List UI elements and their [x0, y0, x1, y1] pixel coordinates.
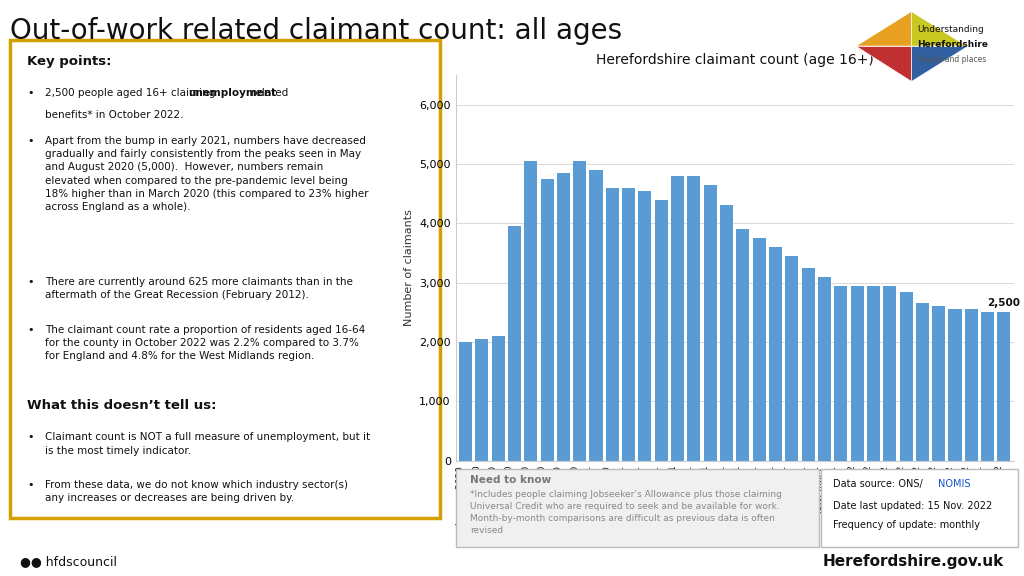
Polygon shape [856, 46, 911, 81]
Bar [867, 286, 880, 461]
Bar [623, 188, 635, 461]
Bar [524, 161, 538, 461]
Bar [932, 306, 945, 461]
Bar [899, 291, 912, 461]
Bar [703, 185, 717, 461]
Text: From these data, we do not know which industry sector(s)
any increases or decrea: From these data, we do not know which in… [45, 480, 347, 503]
Text: NOMIS: NOMIS [938, 479, 971, 489]
Text: ●● hfdscouncil: ●● hfdscouncil [20, 555, 118, 568]
Text: Claimant count is NOT a full measure of unemployment, but it
is the most timely : Claimant count is NOT a full measure of … [45, 433, 370, 456]
Bar [997, 312, 1011, 461]
Text: What this doesn’t tell us:: What this doesn’t tell us: [28, 399, 217, 412]
Bar [590, 170, 602, 461]
Text: •: • [28, 88, 34, 98]
Bar [802, 268, 815, 461]
Text: There are currently around 625 more claimants than in the
aftermath of the Great: There are currently around 625 more clai… [45, 277, 352, 300]
Bar [671, 176, 684, 461]
Polygon shape [911, 12, 967, 46]
Bar [818, 276, 831, 461]
Text: Need to know: Need to know [470, 475, 552, 485]
Text: unemployment: unemployment [188, 88, 276, 98]
Text: •: • [28, 433, 34, 442]
Text: Key points:: Key points: [28, 55, 112, 67]
Text: Herefordshire: Herefordshire [916, 40, 988, 50]
Text: 2,500: 2,500 [987, 298, 1021, 308]
Text: related: related [248, 88, 289, 98]
Bar [475, 339, 488, 461]
Text: Apart from the bump in early 2021, numbers have decreased
gradually and fairly c: Apart from the bump in early 2021, numbe… [45, 136, 369, 212]
Text: 2,500 people aged 16+ claiming: 2,500 people aged 16+ claiming [45, 88, 218, 98]
Text: Date last updated: 15 Nov. 2022: Date last updated: 15 Nov. 2022 [834, 501, 992, 510]
Bar [557, 173, 570, 461]
Bar [785, 256, 799, 461]
Text: Data source: ONS/: Data source: ONS/ [834, 479, 923, 489]
Bar [492, 336, 505, 461]
Text: *Includes people claiming Jobseeker’s Allowance plus those claiming
Universal Cr: *Includes people claiming Jobseeker’s Al… [470, 490, 782, 535]
Text: The claimant count rate a proportion of residents aged 16-64
for the county in O: The claimant count rate a proportion of … [45, 325, 365, 361]
Text: •: • [28, 325, 34, 335]
Bar [606, 188, 618, 461]
Bar [541, 179, 554, 461]
Text: Frequency of update: monthly: Frequency of update: monthly [834, 520, 980, 530]
Text: •: • [28, 136, 34, 146]
Bar [769, 247, 782, 461]
FancyBboxPatch shape [821, 469, 1018, 547]
Polygon shape [911, 46, 967, 81]
Bar [948, 309, 962, 461]
Text: •: • [28, 480, 34, 490]
Text: •: • [28, 277, 34, 287]
Bar [915, 304, 929, 461]
Title: Herefordshire claimant count (age 16+): Herefordshire claimant count (age 16+) [596, 53, 873, 67]
FancyBboxPatch shape [10, 40, 440, 518]
Bar [573, 161, 586, 461]
FancyBboxPatch shape [456, 469, 819, 547]
Bar [884, 286, 896, 461]
Text: benefits* in October 2022.: benefits* in October 2022. [45, 109, 183, 120]
Text: Understanding: Understanding [916, 25, 984, 35]
Text: Out-of-work related claimant count: all ages: Out-of-work related claimant count: all … [10, 17, 623, 46]
Bar [654, 199, 668, 461]
Text: Herefordshire.gov.uk: Herefordshire.gov.uk [822, 554, 1004, 569]
Bar [720, 206, 733, 461]
Bar [981, 312, 994, 461]
Polygon shape [856, 12, 911, 46]
Bar [835, 286, 847, 461]
Bar [687, 176, 700, 461]
Bar [736, 229, 750, 461]
Bar [459, 342, 472, 461]
Text: People and places: People and places [916, 55, 986, 65]
Bar [965, 309, 978, 461]
Y-axis label: Number of claimants: Number of claimants [403, 210, 414, 326]
Bar [638, 191, 651, 461]
Bar [753, 238, 766, 461]
Bar [851, 286, 863, 461]
Bar [508, 226, 521, 461]
